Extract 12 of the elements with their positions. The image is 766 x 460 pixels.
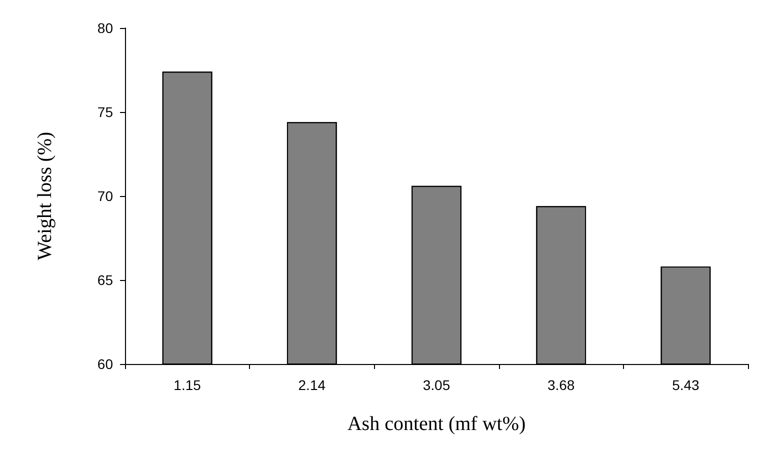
x-tick-label: 1.15 [174, 377, 202, 393]
y-tick-label: 65 [97, 272, 114, 288]
y-tick-label: 80 [97, 20, 114, 36]
x-tick-label: 5.43 [672, 377, 700, 393]
y-axis-title: Weight loss (%) [34, 132, 56, 260]
x-tick-label: 2.14 [298, 377, 326, 393]
x-axis-title: Ash content (mf wt%) [347, 413, 526, 435]
y-tick-label: 75 [97, 104, 114, 120]
x-tick-label: 3.05 [422, 377, 450, 393]
y-tick-label: 70 [97, 188, 114, 204]
y-tick-label: 60 [97, 356, 114, 372]
x-tick-label: 3.68 [547, 377, 575, 393]
